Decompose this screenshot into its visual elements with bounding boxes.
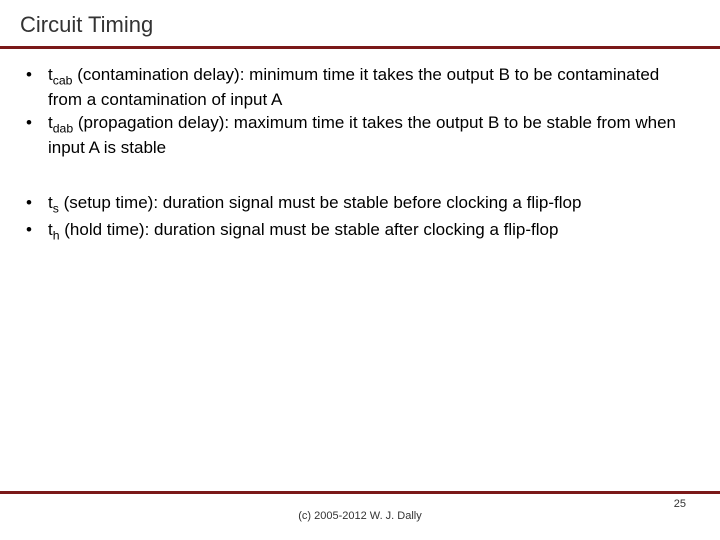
bullet-text: tcab (contamination delay): minimum time… (48, 64, 696, 110)
bullet-item: • tcab (contamination delay): minimum ti… (26, 64, 696, 110)
content-area: • tcab (contamination delay): minimum ti… (26, 64, 696, 277)
definition: (propagation delay): maximum time it tak… (48, 113, 676, 157)
definition: (hold time): duration signal must be sta… (60, 220, 559, 239)
bullet-dot: • (26, 112, 48, 133)
bullet-dot: • (26, 219, 48, 240)
subscript: cab (53, 73, 73, 87)
bullet-text: ts (setup time): duration signal must be… (48, 192, 696, 217)
bullet-item: • ts (setup time): duration signal must … (26, 192, 696, 217)
bullet-item: • th (hold time): duration signal must b… (26, 219, 696, 244)
bullet-dot: • (26, 192, 48, 213)
bullet-item: • tdab (propagation delay): maximum time… (26, 112, 696, 158)
bullet-text: th (hold time): duration signal must be … (48, 219, 696, 244)
slide-title: Circuit Timing (20, 12, 153, 38)
subscript: dab (53, 121, 73, 135)
definition: (contamination delay): minimum time it t… (48, 65, 659, 109)
page-number: 25 (674, 498, 686, 510)
bullet-group-2: • ts (setup time): duration signal must … (26, 192, 696, 243)
slide: Circuit Timing • tcab (contamination del… (0, 0, 720, 540)
subscript: h (53, 228, 60, 242)
rule-bottom (0, 491, 720, 494)
rule-top (0, 46, 720, 49)
bullet-text: tdab (propagation delay): maximum time i… (48, 112, 696, 158)
bullet-group-1: • tcab (contamination delay): minimum ti… (26, 64, 696, 158)
copyright: (c) 2005-2012 W. J. Dally (0, 510, 720, 522)
definition: (setup time): duration signal must be st… (59, 193, 582, 212)
bullet-dot: • (26, 64, 48, 85)
